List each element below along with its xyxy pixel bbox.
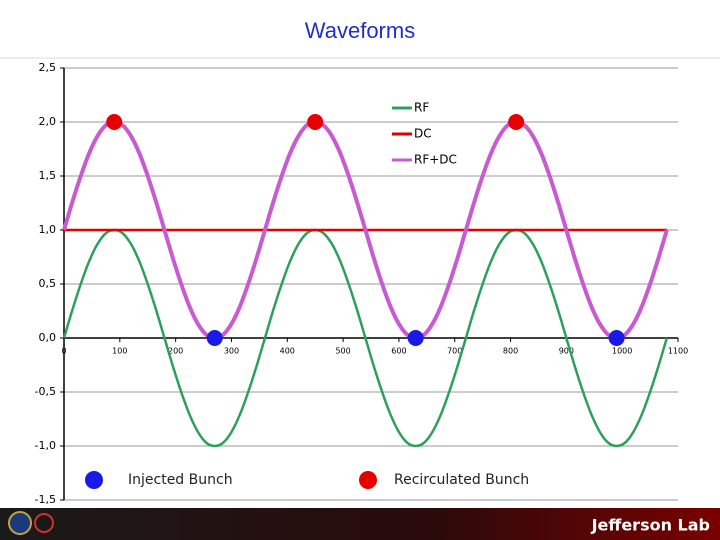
footer-logo: Jefferson Lab bbox=[591, 516, 710, 535]
legend-label: DC bbox=[414, 127, 432, 141]
series-line bbox=[62, 228, 669, 448]
bunch-marker bbox=[106, 114, 123, 130]
y-tick-label: -1,5 bbox=[35, 493, 56, 506]
y-tick-label: 1,0 bbox=[39, 223, 57, 236]
y-tick-label: -0,5 bbox=[35, 385, 56, 398]
series-line bbox=[62, 119, 669, 341]
chart-title: Waveforms bbox=[305, 18, 415, 43]
y-tick-label: 1,5 bbox=[39, 169, 57, 182]
legend-label: Injected Bunch bbox=[128, 472, 233, 488]
y-tick-label: 0,0 bbox=[39, 331, 57, 344]
plot: -1,5 -1,0 -0,5 0,0 0,5 1,0 1,5 2,0 2,5 0 100 200 300… bbox=[35, 61, 689, 506]
title-band bbox=[0, 0, 720, 58]
legend-label: Recirculated Bunch bbox=[394, 472, 529, 488]
doe-logo bbox=[8, 511, 32, 535]
x-tick-label: 700 bbox=[447, 347, 462, 356]
x-tick-label: 1000 bbox=[612, 347, 632, 356]
bunch-marker bbox=[307, 114, 324, 130]
x-tick-label: 300 bbox=[224, 347, 239, 356]
bunch-marker bbox=[608, 330, 625, 346]
footer-bar bbox=[0, 508, 720, 540]
legend-marker bbox=[359, 471, 377, 489]
x-tick-label: 0 bbox=[61, 347, 66, 356]
y-tick-label: 2,0 bbox=[39, 115, 57, 128]
x-tick-label: 500 bbox=[335, 347, 350, 356]
y-tick-label: 0,5 bbox=[39, 277, 57, 290]
y-tick-label: -1,0 bbox=[35, 439, 56, 452]
bunch-marker bbox=[508, 114, 525, 130]
x-tick-label: 900 bbox=[559, 347, 574, 356]
legend-marker bbox=[85, 471, 103, 489]
legend-label: RF bbox=[414, 101, 429, 115]
x-tick-label: 400 bbox=[280, 347, 295, 356]
x-tick-label: 100 bbox=[112, 347, 127, 356]
lab-logo bbox=[34, 513, 54, 533]
x-tick-label: 600 bbox=[391, 347, 406, 356]
x-tick-label: 1100 bbox=[668, 347, 688, 356]
x-tick-label: 200 bbox=[168, 347, 183, 356]
y-tick-label: 2,5 bbox=[39, 61, 57, 74]
x-tick-label: 800 bbox=[503, 347, 518, 356]
legend-label: RF+DC bbox=[414, 153, 457, 167]
bunch-marker bbox=[206, 330, 223, 346]
bunch-marker bbox=[407, 330, 424, 346]
